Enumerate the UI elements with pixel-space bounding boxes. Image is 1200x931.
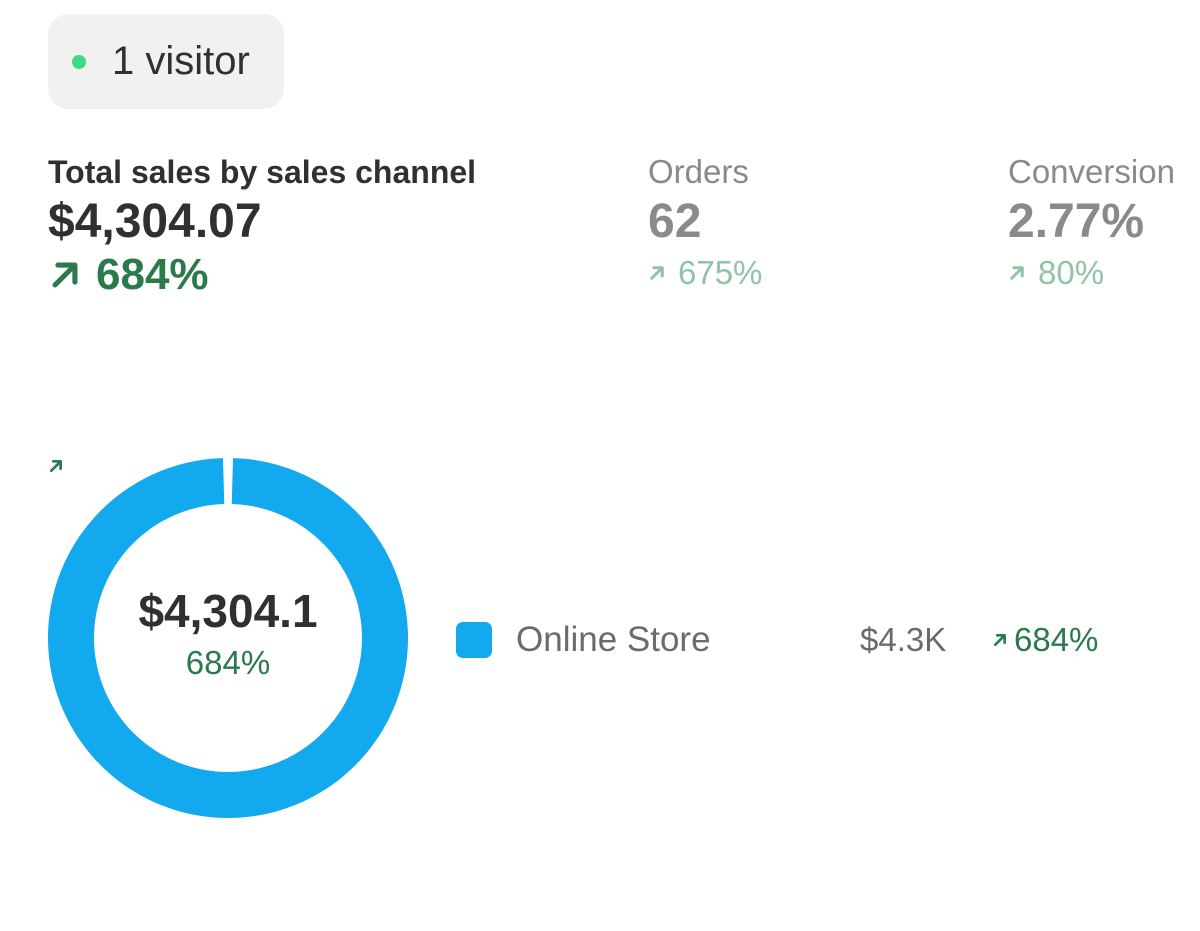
live-visitors-label: 1 visitor (112, 39, 250, 83)
donut-center-change: 684% (50, 460, 271, 682)
metric-change-value: 684% (96, 250, 209, 299)
arrow-up-right-icon (650, 266, 664, 280)
metric-change: 675% (648, 254, 762, 292)
metric-change-value: 80% (1038, 254, 1105, 291)
arrow-up-right-icon (52, 262, 78, 288)
metric-change: 80% (1008, 254, 1175, 292)
legend-channel-change: 684% (992, 620, 1098, 660)
metric-label: Conversion (1008, 153, 1175, 190)
donut-center-change-value: 684% (185, 644, 271, 681)
legend-item-online-store[interactable]: Online Store $4.3K 684% (456, 620, 1136, 660)
legend-channel-name: Online Store (516, 620, 711, 659)
legend-swatch (456, 622, 492, 658)
legend-channel-value: $4.3K (860, 621, 947, 658)
metric-label: Total sales by sales channel (48, 154, 477, 190)
sales-channel-donut-chart[interactable]: $4,304.1 684% (48, 458, 408, 818)
metric-value: 2.77% (1008, 195, 1145, 248)
legend-channel-change-value: 684% (1014, 621, 1099, 658)
metric-orders[interactable]: Orders 62 675% (648, 150, 762, 292)
metric-change-value: 675% (678, 254, 763, 291)
live-status-dot (72, 54, 86, 69)
metric-label: Orders (648, 153, 749, 190)
metric-value: 62 (648, 195, 702, 248)
metric-value: $4,304.07 (48, 195, 262, 248)
arrow-up-right-icon (50, 460, 62, 472)
live-visitors-badge[interactable]: 1 visitor (48, 14, 284, 109)
donut-center: $4,304.1 684% (48, 458, 408, 818)
donut-center-total: $4,304.1 (138, 585, 318, 637)
metric-total-sales[interactable]: Total sales by sales channel $4,304.07 6… (48, 150, 476, 300)
metric-change: 684% (48, 250, 476, 300)
metric-conversion[interactable]: Conversion 2.77% 80% (1008, 150, 1175, 292)
arrow-up-right-icon (1010, 266, 1024, 280)
arrow-up-right-icon (994, 634, 1006, 646)
